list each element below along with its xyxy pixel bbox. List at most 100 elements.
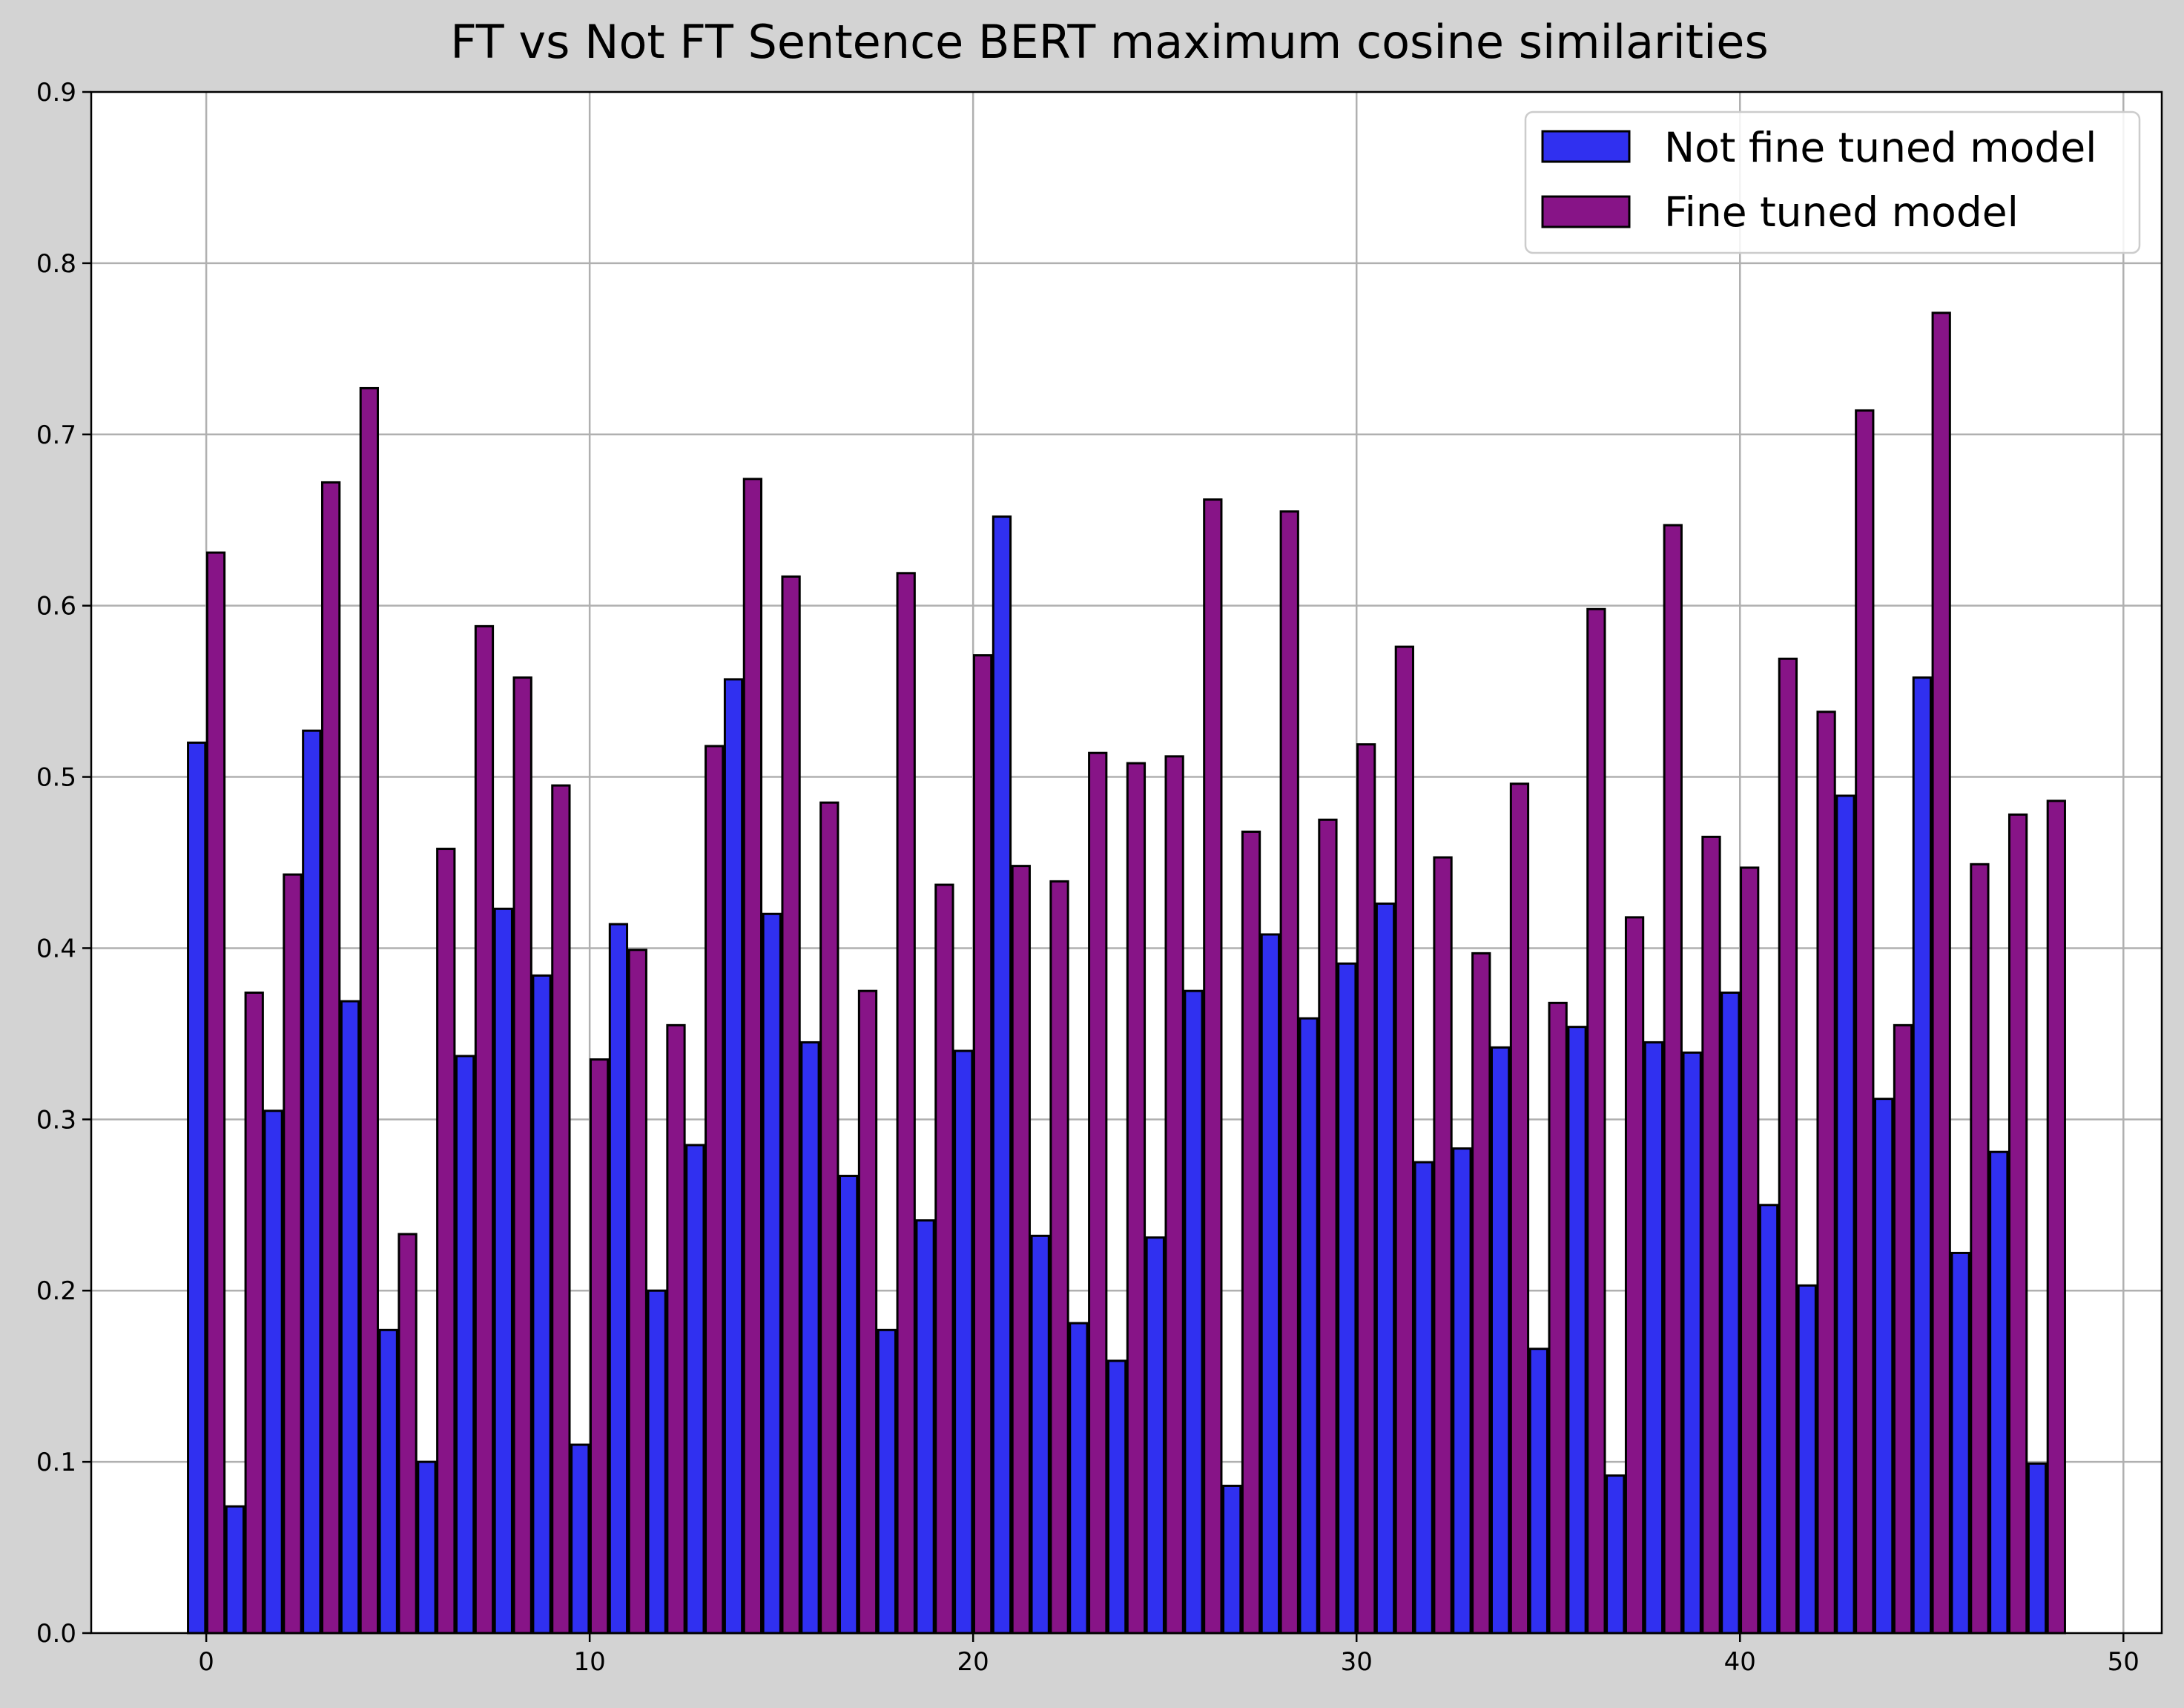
legend-box <box>1524 111 2141 254</box>
bar-not-fine-tuned <box>493 907 513 1635</box>
y-tick-label: 0.9 <box>36 78 76 108</box>
bar-not-fine-tuned <box>1567 1026 1587 1635</box>
bar-not-fine-tuned <box>1106 1359 1127 1635</box>
bar-fine-tuned <box>934 883 954 1635</box>
y-tick-label: 0.4 <box>36 934 76 963</box>
bar-not-fine-tuned <box>1835 794 1855 1635</box>
bar-not-fine-tuned <box>1758 1204 1779 1635</box>
bar-fine-tuned <box>2046 799 2066 1635</box>
bar-not-fine-tuned <box>685 1144 705 1635</box>
bar-fine-tuned <box>1855 409 1875 1635</box>
bar-fine-tuned <box>1778 657 1798 1635</box>
legend: Not fine tuned model Fine tuned model <box>1524 111 2141 254</box>
bar-not-fine-tuned <box>1184 989 1204 1635</box>
bar-fine-tuned <box>205 551 226 1635</box>
y-tick-label: 0.7 <box>36 421 76 450</box>
bar-fine-tuned <box>742 478 763 1635</box>
bar-not-fine-tuned <box>263 1109 283 1635</box>
bar-fine-tuned <box>1279 510 1299 1635</box>
bar-fine-tuned <box>589 1058 610 1635</box>
bar-fine-tuned <box>551 784 571 1635</box>
bar-fine-tuned <box>1970 863 1990 1635</box>
bar-fine-tuned <box>857 989 878 1635</box>
x-tick-label: 30 <box>1341 1647 1373 1677</box>
bar-not-fine-tuned <box>225 1505 245 1635</box>
bar-not-fine-tuned <box>340 1000 360 1635</box>
bar-not-fine-tuned <box>378 1328 398 1635</box>
bar-fine-tuned <box>1203 498 1223 1635</box>
bar-not-fine-tuned <box>954 1049 974 1635</box>
bar-fine-tuned <box>1394 645 1414 1635</box>
bar-not-fine-tuned <box>1375 902 1396 1635</box>
y-tick-label: 0.3 <box>36 1105 76 1135</box>
bar-not-fine-tuned <box>1643 1041 1664 1635</box>
bar-fine-tuned <box>397 1233 418 1635</box>
bar-not-fine-tuned <box>762 912 782 1635</box>
axis-ticks: 0.0 0.1 0.2 0.3 0.4 0.5 0.6 0.7 0.8 0.9 0 10 20 30 40 5… <box>36 78 2140 1677</box>
bar-fine-tuned <box>2008 813 2028 1635</box>
y-tick-label: 0.5 <box>36 763 76 793</box>
y-tick-label: 0.1 <box>36 1448 76 1477</box>
bar-not-fine-tuned <box>992 515 1012 1635</box>
bar-not-fine-tuned <box>1337 962 1357 1635</box>
bar-fine-tuned <box>1241 830 1261 1635</box>
bar-fine-tuned <box>1318 818 1338 1635</box>
bar-fine-tuned <box>283 873 303 1635</box>
bar-fine-tuned <box>1126 762 1147 1635</box>
bar-not-fine-tuned <box>723 678 744 1635</box>
bar-fine-tuned <box>1164 755 1184 1635</box>
bar-not-fine-tuned <box>1528 1348 1548 1635</box>
bar-not-fine-tuned <box>417 1460 437 1635</box>
bar-fine-tuned <box>819 801 839 1635</box>
y-tick-label: 0.8 <box>36 249 76 279</box>
bar-fine-tuned <box>359 386 379 1635</box>
bar-not-fine-tuned <box>800 1041 820 1635</box>
bar-fine-tuned <box>1011 865 1031 1635</box>
x-tick-label: 10 <box>574 1647 606 1677</box>
bar-not-fine-tuned <box>1797 1284 1817 1635</box>
bar-fine-tuned <box>474 624 495 1635</box>
bar-fine-tuned <box>244 991 264 1635</box>
bar-not-fine-tuned <box>1145 1236 1165 1635</box>
bar-fine-tuned <box>896 572 916 1635</box>
bar-not-fine-tuned <box>1912 676 1932 1635</box>
bar-not-fine-tuned <box>1682 1051 1702 1635</box>
bar-not-fine-tuned <box>1260 933 1281 1635</box>
x-tick-label: 0 <box>198 1647 214 1677</box>
bar-not-fine-tuned <box>1222 1484 1242 1635</box>
legend-swatch-fine-tuned <box>1541 195 1631 228</box>
bar-not-fine-tuned <box>1299 1017 1319 1635</box>
bar-not-fine-tuned <box>1950 1251 1970 1635</box>
bar-fine-tuned <box>705 745 725 1635</box>
bar-not-fine-tuned <box>915 1219 935 1635</box>
bar-fine-tuned <box>1624 916 1645 1635</box>
bar-fine-tuned <box>1663 524 1683 1635</box>
bar-not-fine-tuned <box>877 1328 897 1635</box>
bar-not-fine-tuned <box>2027 1462 2048 1635</box>
bar-not-fine-tuned <box>1413 1161 1434 1635</box>
bar-fine-tuned <box>1049 880 1069 1635</box>
bar-fine-tuned <box>627 949 647 1635</box>
bar-fine-tuned <box>1701 835 1721 1635</box>
bar-not-fine-tuned <box>1874 1098 1894 1635</box>
bar-fine-tuned <box>1088 751 1108 1635</box>
bar-not-fine-tuned <box>455 1055 475 1635</box>
bar-not-fine-tuned <box>1490 1046 1511 1635</box>
bar-not-fine-tuned <box>532 974 552 1635</box>
bar-fine-tuned <box>1931 311 1951 1635</box>
bar-not-fine-tuned <box>1069 1322 1089 1635</box>
bar-fine-tuned <box>512 676 532 1635</box>
bar-fine-tuned <box>1433 856 1453 1635</box>
bar-not-fine-tuned <box>302 729 322 1635</box>
bar-fine-tuned <box>1586 607 1606 1635</box>
legend-label-fine-tuned: Fine tuned model <box>1664 188 2019 236</box>
bar-fine-tuned <box>1471 952 1491 1635</box>
bars <box>187 311 2066 1635</box>
x-tick-label: 40 <box>1724 1647 1756 1677</box>
y-tick-label: 0.0 <box>36 1619 76 1649</box>
x-tick-label: 50 <box>2108 1647 2140 1677</box>
bar-fine-tuned <box>1893 1023 1913 1635</box>
bar-fine-tuned <box>1740 866 1760 1635</box>
axes-frame <box>90 90 2163 1635</box>
